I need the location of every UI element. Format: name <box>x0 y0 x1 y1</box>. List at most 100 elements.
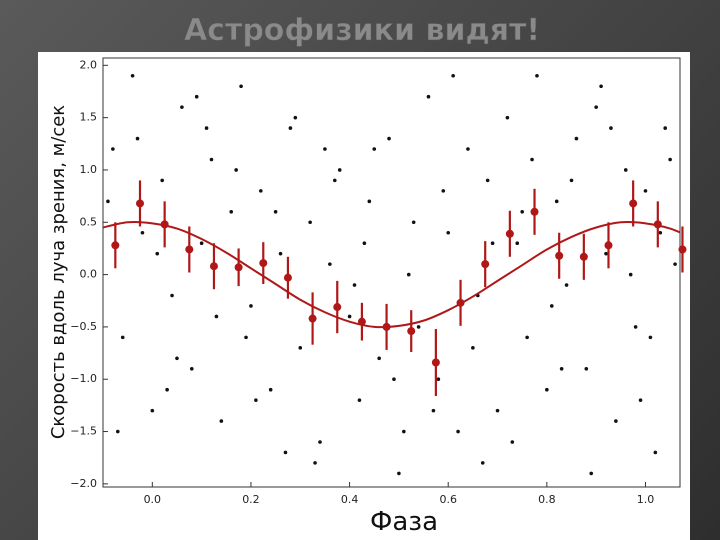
data-dot <box>106 199 110 204</box>
data-dot <box>604 251 608 256</box>
data-dot <box>189 366 194 371</box>
data-dot <box>239 84 243 89</box>
data-dot <box>510 440 515 444</box>
data-dot <box>638 398 643 402</box>
data-dot <box>293 115 298 120</box>
binned-point <box>160 220 169 229</box>
y-tick-label: −1.5 <box>70 425 97 438</box>
data-dot <box>273 210 278 214</box>
slide-title: Астрофизики видят! <box>184 13 540 48</box>
data-dot <box>559 366 564 371</box>
data-dot <box>372 147 377 151</box>
data-dot <box>545 387 549 392</box>
binned-point <box>333 303 342 312</box>
data-dot <box>175 356 179 361</box>
data-dot <box>392 377 396 382</box>
y-tick-label: −0.5 <box>70 320 97 333</box>
data-dot <box>406 272 411 277</box>
data-dot <box>554 199 559 204</box>
data-dot <box>480 461 485 465</box>
data-dot <box>115 429 120 434</box>
data-dot <box>209 157 214 162</box>
data-dot <box>328 262 332 266</box>
data-dot <box>441 189 446 193</box>
data-dot <box>308 220 312 225</box>
data-dot <box>150 408 155 413</box>
data-dot <box>357 398 362 402</box>
data-dot <box>337 168 342 172</box>
data-dot <box>446 230 451 235</box>
data-dot <box>535 73 539 78</box>
data-dot <box>673 262 677 266</box>
data-dot <box>199 241 204 246</box>
y-tick-label: −2.0 <box>70 477 97 490</box>
data-dot <box>288 126 293 130</box>
data-dot <box>599 84 603 89</box>
data-dot <box>515 241 520 246</box>
data-dot <box>377 356 381 361</box>
y-tick-label: 1.0 <box>80 163 98 176</box>
binned-point <box>135 199 144 208</box>
data-dot <box>623 168 628 172</box>
data-dot <box>668 157 672 162</box>
data-dot <box>249 304 253 308</box>
data-dot <box>111 147 115 151</box>
data-dot <box>564 283 569 287</box>
binned-point <box>357 317 366 326</box>
y-axis-label: Скорость вдоль луча зрения, м/сек <box>48 105 69 439</box>
data-dot <box>362 241 367 246</box>
x-tick-label: 0.2 <box>242 493 260 506</box>
y-tick-label: 2.0 <box>80 58 98 71</box>
data-dot <box>471 346 475 350</box>
y-tick-label: 0.5 <box>80 215 98 228</box>
data-dot <box>584 366 589 371</box>
data-dot <box>609 126 613 130</box>
data-dot <box>431 408 436 413</box>
data-dot <box>663 126 668 130</box>
binned-point <box>604 241 613 250</box>
x-axis-label: Фаза <box>370 507 438 537</box>
data-dot <box>259 189 263 193</box>
data-dot <box>254 398 258 402</box>
binned-point <box>431 358 440 367</box>
x-tick-label: 0.8 <box>538 493 556 506</box>
y-tick-label: 0.0 <box>80 268 98 281</box>
data-dot <box>130 73 135 78</box>
data-dot <box>525 335 529 340</box>
data-dot <box>120 335 125 340</box>
data-dot <box>397 471 401 476</box>
data-dot <box>229 210 234 214</box>
data-dot <box>160 178 164 183</box>
binned-point <box>678 245 687 254</box>
data-dot <box>135 136 140 141</box>
data-dot <box>633 325 638 329</box>
x-tick-label: 0.0 <box>144 493 162 506</box>
data-dot <box>520 210 524 214</box>
data-dot <box>643 189 648 193</box>
binned-point <box>653 220 662 229</box>
data-dot <box>155 251 160 256</box>
x-tick-label: 1.0 <box>637 493 655 506</box>
fit-curve <box>103 220 680 329</box>
data-dot <box>352 283 357 287</box>
data-dot <box>589 471 594 476</box>
x-tick-label: 0.4 <box>341 493 359 506</box>
data-dot <box>574 136 579 141</box>
data-dot <box>298 346 303 350</box>
y-tick-label: −1.0 <box>70 372 97 385</box>
data-dot <box>658 230 663 235</box>
data-dot <box>495 408 500 413</box>
data-dot <box>387 136 391 141</box>
data-dot <box>170 293 174 298</box>
binned-point <box>629 199 638 208</box>
data-dot <box>594 105 598 109</box>
data-dot <box>569 178 574 183</box>
binned-point <box>209 262 218 271</box>
binned-point <box>382 322 391 331</box>
data-dot <box>466 147 470 151</box>
binned-point <box>283 273 292 282</box>
data-dot <box>278 251 283 256</box>
data-dot <box>234 168 238 172</box>
binned-point <box>481 260 490 269</box>
